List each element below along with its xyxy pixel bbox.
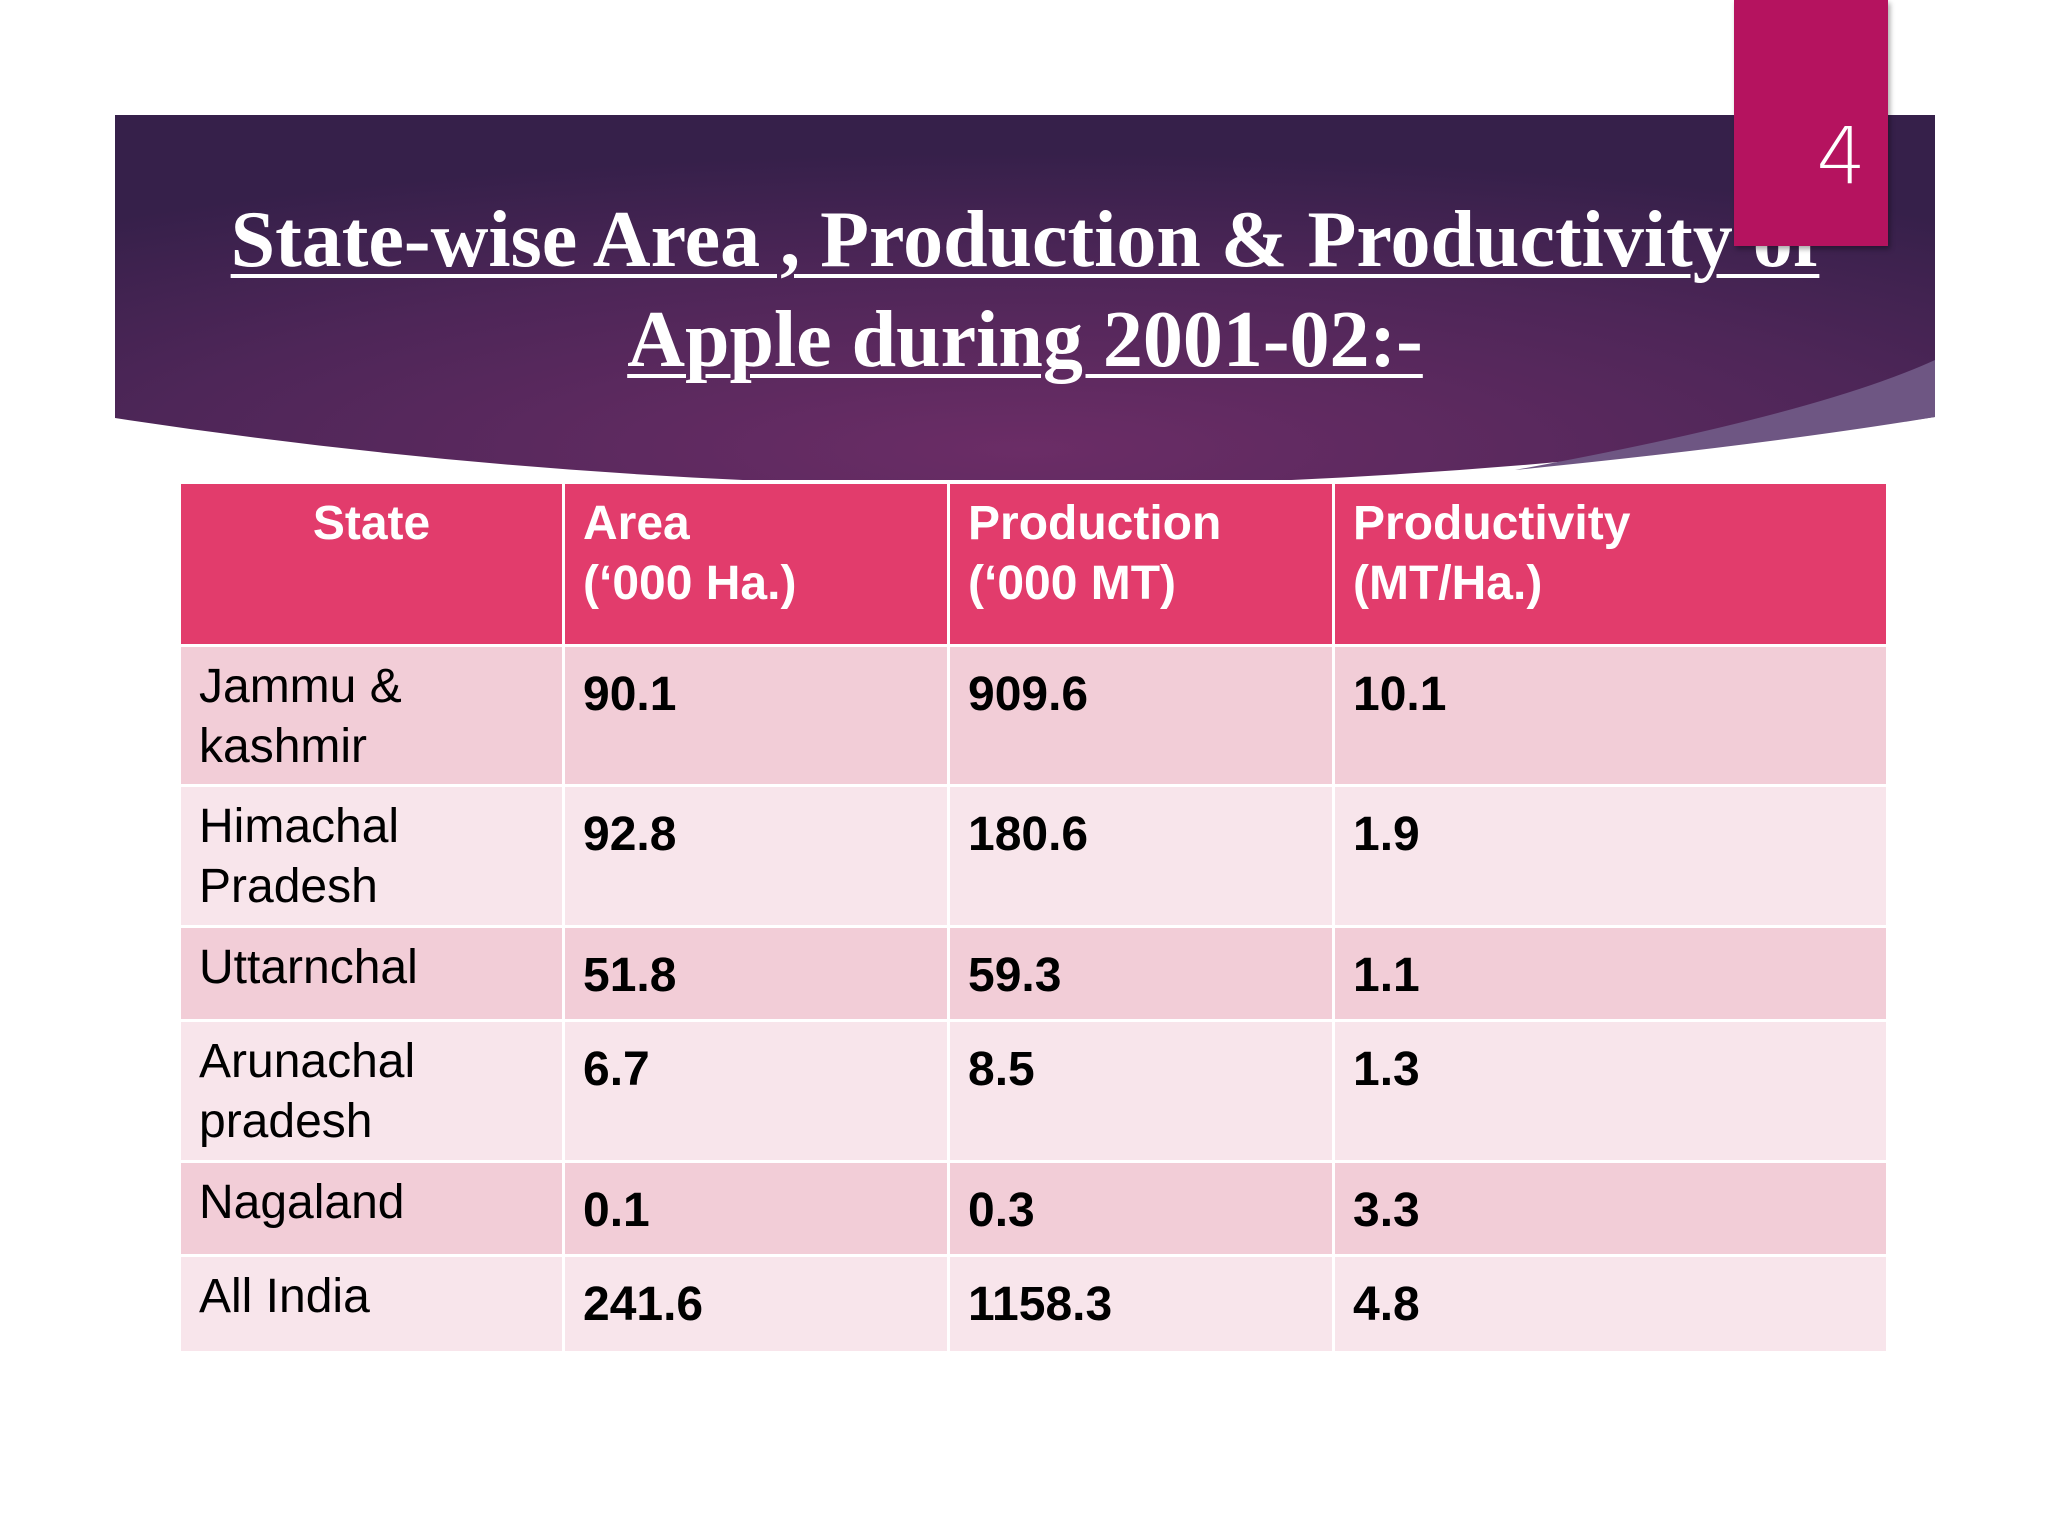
cell-productivity: 1.9 [1332,784,1889,928]
table-row: Nagaland 0.1 0.3 3.3 [178,1160,1889,1257]
header-area: Area (‘000 Ha.) [562,481,950,647]
slide-title: State-wise Area , Production & Productiv… [115,190,1935,390]
cell-production: 59.3 [947,925,1335,1022]
title-line-1: State-wise Area , Production & Productiv… [230,196,1820,284]
cell-area: 90.1 [562,644,950,787]
cell-productivity: 4.8 [1332,1254,1889,1354]
cell-production: 8.5 [947,1019,1335,1163]
cell-productivity: 1.1 [1332,925,1889,1022]
cell-production: 909.6 [947,644,1335,787]
cell-area: 92.8 [562,784,950,928]
cell-state: Himachal Pradesh [178,784,565,928]
cell-productivity: 3.3 [1332,1160,1889,1257]
table-row: Himachal Pradesh 92.8 180.6 1.9 [178,784,1889,928]
cell-production: 180.6 [947,784,1335,928]
cell-state: All India [178,1254,565,1354]
slide-number: 4 [1816,112,1866,202]
cell-area: 51.8 [562,925,950,1022]
cell-state: Jammu & kashmir [178,644,565,787]
cell-state: Uttarnchal [178,925,565,1022]
table-row: Arunachal pradesh 6.7 8.5 1.3 [178,1019,1889,1163]
table-header-row: State Area (‘000 Ha.) Production (‘000 MT)… [178,481,1889,647]
header-state: State [178,481,565,647]
header-productivity: Productivity (MT/Ha.) [1332,481,1889,647]
header-production: Production (‘000 MT) [947,481,1335,647]
slide-number-box: 4 [1734,0,1888,246]
table-row: Jammu & kashmir 90.1 909.6 10.1 [178,644,1889,787]
cell-area: 241.6 [562,1254,950,1354]
table-row: All India 241.6 1158.3 4.8 [178,1254,1889,1354]
cell-area: 6.7 [562,1019,950,1163]
title-banner [115,115,1935,480]
apple-statistics-table: State Area (‘000 Ha.) Production (‘000 MT)… [178,481,1889,1354]
cell-production: 0.3 [947,1160,1335,1257]
cell-area: 0.1 [562,1160,950,1257]
cell-productivity: 1.3 [1332,1019,1889,1163]
cell-state: Nagaland [178,1160,565,1257]
table-row: Uttarnchal 51.8 59.3 1.1 [178,925,1889,1022]
cell-state: Arunachal pradesh [178,1019,565,1163]
title-line-2: Apple during 2001-02:- [627,296,1423,384]
cell-production: 1158.3 [947,1254,1335,1354]
cell-productivity: 10.1 [1332,644,1889,787]
